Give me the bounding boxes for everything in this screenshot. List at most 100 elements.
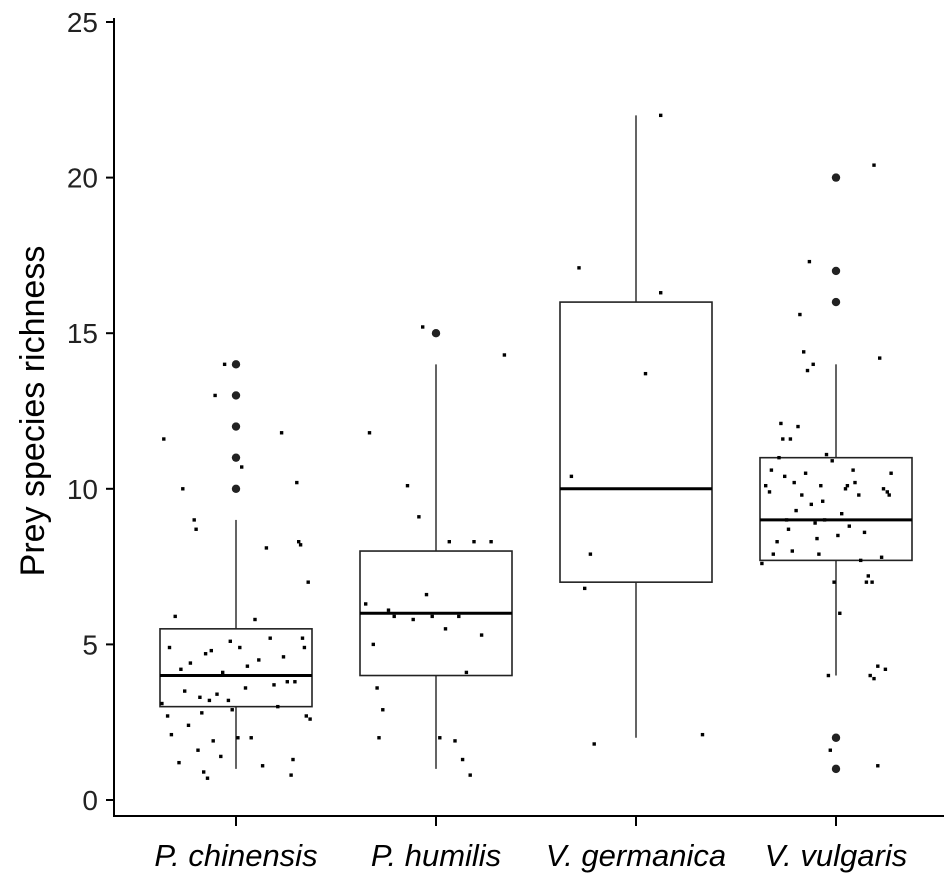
jitter-point — [836, 533, 840, 538]
jitter-point — [592, 742, 596, 746]
jitter-point — [230, 708, 234, 712]
box-group — [759, 163, 913, 774]
jitter-point — [760, 561, 764, 566]
jitter-point — [502, 353, 507, 357]
outlier-point — [831, 266, 841, 276]
jitter-point — [438, 736, 442, 740]
jitter-point — [866, 574, 870, 578]
jitter-point — [805, 368, 810, 373]
jitter-point — [243, 686, 248, 690]
jitter-point — [177, 760, 181, 765]
jitter-point — [853, 480, 857, 485]
jitter-point — [209, 648, 213, 653]
y-tick-label: 15 — [67, 318, 98, 349]
jitter-point — [364, 602, 368, 606]
jitter-point — [211, 739, 215, 743]
jitter-point — [281, 655, 286, 659]
jitter-point — [786, 527, 791, 531]
jitter-point — [817, 552, 821, 556]
jitter-point — [843, 487, 848, 491]
jitter-point — [821, 499, 825, 503]
jitter-point — [864, 580, 869, 584]
outlier-point — [831, 733, 841, 742]
jitter-point — [779, 421, 783, 426]
jitter-point — [881, 487, 886, 491]
jitter-point — [405, 483, 410, 488]
jitter-point — [186, 723, 191, 728]
jitter-point — [276, 704, 280, 709]
jitter-point — [879, 555, 884, 559]
jitter-point — [840, 511, 844, 516]
outlier-point — [831, 173, 841, 182]
jitter-point — [832, 580, 836, 584]
jitter-point — [876, 664, 880, 668]
jitter-point — [803, 471, 808, 475]
jitter-point — [838, 611, 842, 615]
jitter-point — [784, 518, 789, 522]
jitter-point — [830, 459, 834, 463]
jitter-point — [453, 739, 457, 743]
jitter-point — [876, 764, 880, 768]
y-axis: 0 5 10 15 20 25 — [67, 7, 115, 816]
x-tick-label: V. vulgaris — [765, 838, 907, 873]
jitter-point — [196, 748, 200, 752]
jitter-point — [824, 452, 829, 457]
jitter-point — [167, 645, 172, 650]
outlier-point — [231, 360, 241, 369]
jitter-point — [371, 642, 375, 647]
y-tick-label: 25 — [67, 7, 98, 38]
outlier-point — [431, 329, 441, 338]
y-axis-title: Prey species richness — [14, 246, 52, 577]
jitter-point — [308, 717, 312, 721]
jitter-point — [583, 586, 587, 591]
jitter-point — [249, 736, 253, 740]
jitter-point — [885, 490, 889, 494]
y-tick-label: 20 — [67, 163, 98, 194]
jitter-point — [889, 471, 893, 475]
jitter-point — [872, 163, 876, 167]
jitter-point — [219, 754, 223, 759]
jitter-point — [188, 661, 193, 665]
jitter-point — [173, 614, 177, 619]
jitter-point — [192, 518, 196, 522]
jitter-point — [213, 393, 217, 398]
jitter-point — [815, 536, 819, 541]
outlier-point — [231, 391, 241, 400]
iqr-box — [559, 301, 713, 583]
jitter-point — [203, 652, 208, 656]
jitter-point — [822, 518, 827, 522]
jitter-point — [381, 708, 385, 712]
jitter-point — [443, 627, 448, 631]
jitter-point — [162, 437, 166, 441]
x-tick-label: P. chinensis — [154, 838, 317, 873]
box-group — [559, 113, 713, 746]
plot-area — [159, 113, 913, 780]
jitter-point — [872, 676, 876, 681]
x-tick-label: P. humilis — [371, 838, 501, 873]
jitter-point — [569, 474, 574, 479]
jitter-point — [221, 670, 225, 675]
jitter-point — [457, 614, 461, 619]
jitter-point — [868, 673, 872, 678]
y-tick-label: 5 — [82, 629, 98, 660]
jitter-point — [289, 773, 293, 777]
jitter-point — [700, 732, 705, 737]
jitter-point — [264, 546, 269, 550]
x-axis: P. chinensis P. humilis V. germanica V. vul… — [113, 815, 944, 873]
jitter-point — [200, 711, 204, 715]
jitter-point — [790, 549, 794, 553]
jitter-point — [809, 502, 813, 507]
jitter-point — [179, 667, 183, 671]
jitter-point — [205, 776, 210, 780]
jitter-point — [228, 639, 232, 643]
outlier-point — [231, 484, 241, 493]
jitter-point — [788, 437, 793, 441]
jitter-point — [392, 614, 396, 619]
jitter-point — [240, 465, 244, 469]
jitter-point — [183, 689, 187, 693]
jitter-point — [460, 757, 465, 762]
jitter-point — [819, 483, 823, 488]
jitter-point — [268, 636, 272, 640]
jitter-point — [792, 480, 796, 485]
jitter-point — [767, 490, 772, 494]
